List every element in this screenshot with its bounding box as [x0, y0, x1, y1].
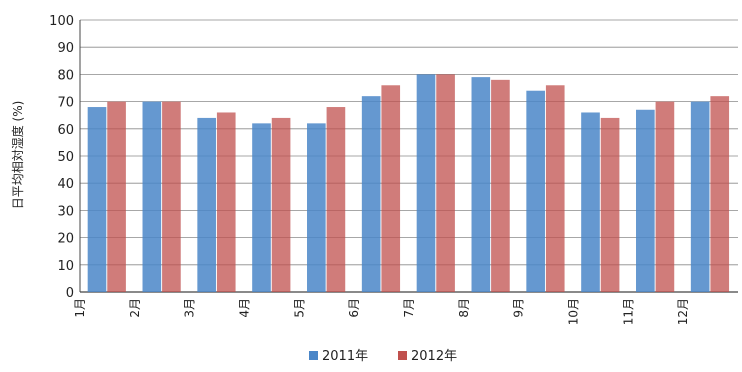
y-tick-label: 0 [66, 286, 74, 301]
bar [142, 101, 162, 292]
bar [710, 96, 730, 292]
bar [162, 101, 181, 292]
y-tick-label: 70 [57, 96, 74, 111]
bar [216, 112, 236, 292]
legend-label-2011: 2011年 [322, 349, 368, 364]
bar [252, 123, 271, 292]
grid-lines [80, 19, 738, 293]
x-tick-label: 1月 [73, 298, 87, 318]
y-tick-label: 60 [57, 123, 74, 138]
bar [600, 117, 620, 292]
y-tick-label: 20 [57, 232, 74, 247]
y-tick-label: 90 [57, 41, 74, 56]
legend-label-2012: 2012年 [411, 349, 457, 364]
y-tick-label: 40 [57, 177, 74, 192]
x-tick-label: 2月 [128, 298, 142, 318]
x-tick-label: 3月 [183, 298, 197, 318]
y-axis-label: 日平均相対湿度 (%) [10, 101, 25, 210]
bar [381, 85, 401, 292]
bar [197, 117, 216, 292]
bar [545, 85, 565, 292]
x-tick-label: 7月 [402, 298, 416, 318]
bar [526, 90, 545, 292]
bars-area [87, 74, 730, 293]
x-tick-label: 4月 [238, 298, 252, 318]
y-tick-label: 100 [49, 14, 74, 29]
bar [416, 74, 436, 293]
bar [491, 79, 510, 292]
x-tick-label: 10月 [567, 298, 581, 325]
y-tick-label: 30 [57, 204, 74, 219]
legend-swatch-2011 [309, 351, 318, 360]
x-tick-label: 11月 [621, 298, 635, 325]
y-tick-label: 50 [57, 150, 74, 165]
bar [87, 107, 107, 292]
legend-swatch-2012 [398, 351, 407, 360]
bar [307, 123, 326, 292]
bar [655, 101, 675, 292]
x-tick-label: 6月 [347, 298, 361, 318]
bar [471, 77, 491, 293]
x-tick-label: 9月 [512, 298, 526, 318]
x-tick-label: 8月 [457, 298, 471, 318]
bar [581, 112, 600, 292]
bar [361, 96, 381, 292]
bar [436, 74, 455, 293]
axes: 0 10 20 30 40 50 60 70 80 90 100 1月 2月 3月 4月 5月 6月 7月 8月 9月… [49, 14, 690, 325]
x-tick-label: 5月 [292, 298, 306, 318]
legend: 2011年 2012年 [309, 349, 457, 364]
bar [326, 107, 346, 292]
y-tick-label: 10 [57, 259, 74, 274]
bar [636, 109, 655, 292]
y-tick-label: 80 [57, 68, 74, 83]
x-tick-label: 12月 [676, 298, 690, 325]
bar [107, 101, 126, 292]
bar [271, 117, 291, 292]
bar [690, 101, 710, 292]
